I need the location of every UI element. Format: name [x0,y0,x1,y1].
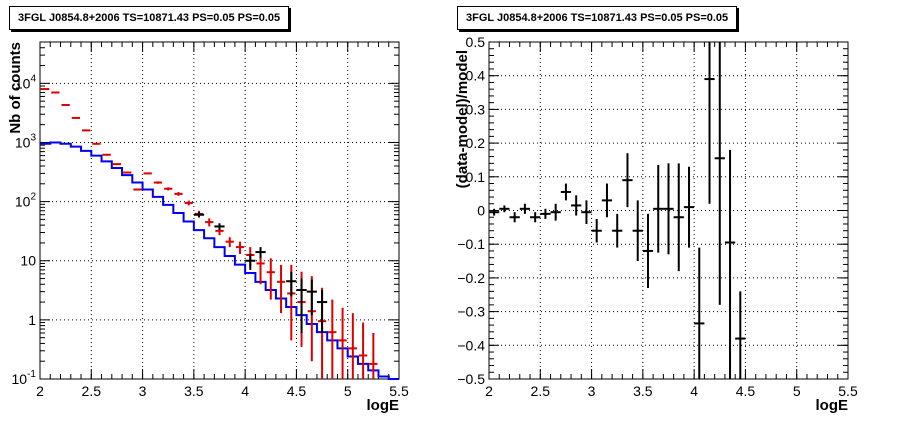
y-tick-label: 0.2 [466,135,486,151]
x-tick-label: 4.5 [736,383,756,399]
y-tick-label: 10 [20,253,36,269]
counts-plot: 2 2.5 3 3.5 4 4.5 5 5.5 10-1 1 10 102 103 104 logE Nb o… [7,41,409,414]
y-tick-label: 10-1 [12,369,37,387]
plot-frame [39,41,400,380]
y-tick-label: 0.4 [466,68,486,84]
y-tick-label: −0.2 [457,270,485,286]
x-tick-label: 2 [485,383,493,399]
x-tick-label: 5 [344,383,352,399]
x-tick-label: 3.5 [184,383,204,399]
counts-plot-panel: 3FGL J0854.8+2006 TS=10871.43 PS=0.05 PS… [7,6,409,414]
x-tick-label: 3 [139,383,147,399]
residuals-plot-panel: 3FGL J0854.8+2006 TS=10871.43 PS=0.05 PS… [449,0,898,421]
y-tick-label: −0.5 [457,371,485,387]
model-step-line [40,141,399,380]
y-tick-label: −0.1 [457,236,485,252]
y-tick-label: 1 [28,312,36,328]
y-tick-label: 103 [15,132,37,150]
y-tick-label: 0.3 [466,101,486,117]
x-tick-label: 3.5 [633,383,653,399]
x-tick-label: 3 [588,383,596,399]
x-tick-label: 5 [793,383,801,399]
y-tick-label: 0.5 [466,34,486,50]
y-axis-title: Nb of counts [7,42,24,134]
y-tick-label: 0 [477,203,485,219]
x-tick-label: 2.5 [531,383,551,399]
counts-plot-title: 3FGL J0854.8+2006 TS=10871.43 PS=0.05 PS… [9,6,290,30]
y-tick-label: 102 [15,192,37,210]
residuals-plot: 2 2.5 3 3.5 4 4.5 5 5.5 −0.5 −0.4 −0.3 −0.2 −0.1 0 0.1… [454,34,858,414]
x-tick-label: 5.5 [838,383,858,399]
y-tick-label: 104 [15,73,37,91]
x-tick-label: 5.5 [389,383,409,399]
residuals-plot-title: 3FGL J0854.8+2006 TS=10871.43 PS=0.05 PS… [457,6,738,30]
y-axis-title: (data-model)/model [454,50,471,188]
x-tick-label: 4 [241,383,249,399]
x-tick-label: 2 [36,383,44,399]
x-tick-label: 4 [690,383,698,399]
y-tick-label: 0.1 [466,169,486,185]
x-axis-title: logE [816,397,849,414]
x-tick-label: 2.5 [82,383,102,399]
y-tick-label: −0.4 [457,337,485,353]
y-tick-label: −0.3 [457,304,485,320]
x-axis-title: logE [367,397,400,414]
x-tick-label: 4.5 [287,383,307,399]
